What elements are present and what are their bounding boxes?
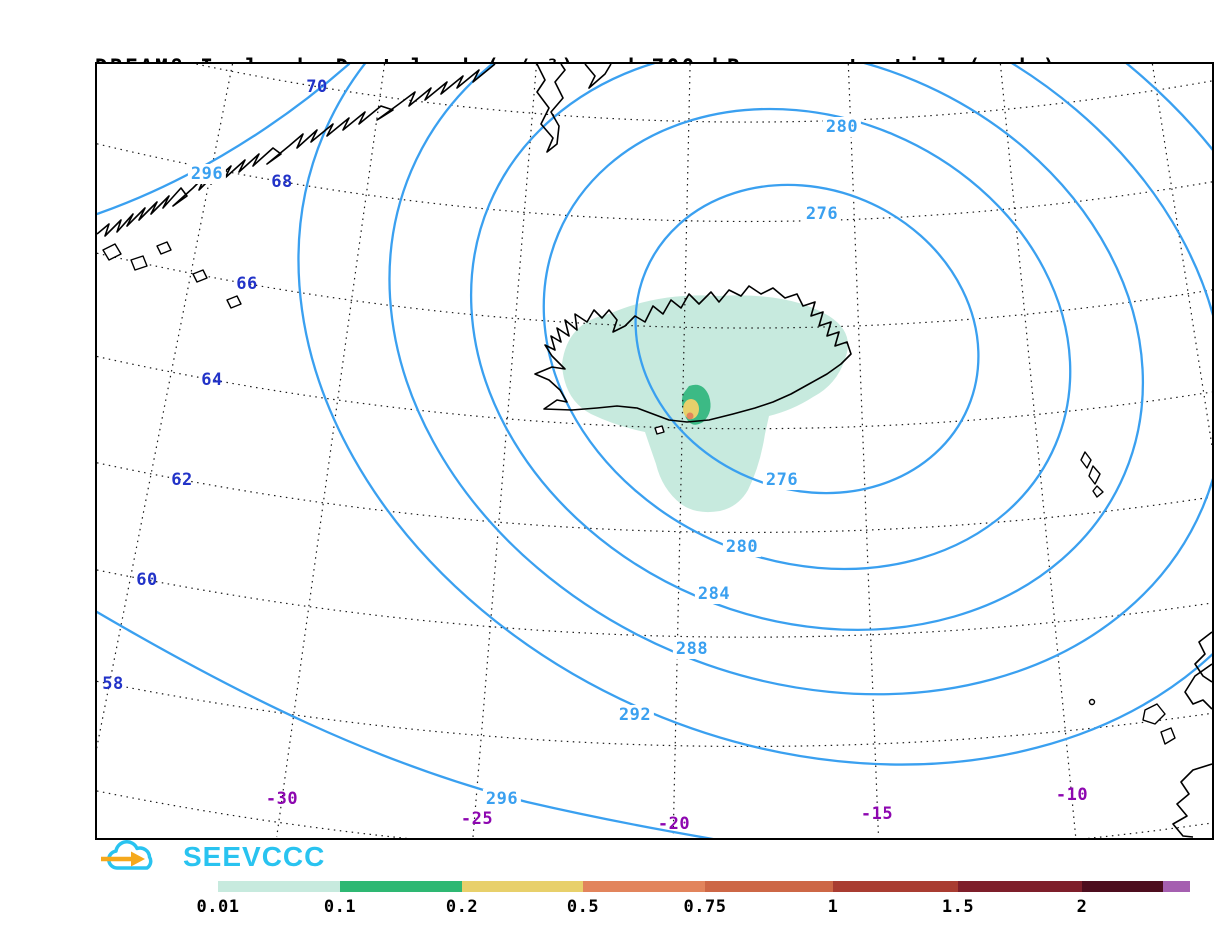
dust-area-yellow bbox=[683, 399, 699, 419]
map-canvas bbox=[97, 64, 1212, 838]
colorbar-segment bbox=[1163, 881, 1190, 892]
colorbar-tick-label: 1 bbox=[827, 897, 839, 917]
longitude-label: -25 bbox=[460, 809, 494, 829]
contour-label: 276 bbox=[802, 204, 842, 224]
colorbar-tick-label: 0.01 bbox=[196, 897, 240, 917]
latitude-label: 60 bbox=[136, 570, 158, 590]
seevccc-logo-text: SEEVCCC bbox=[183, 841, 326, 872]
contour-label: 284 bbox=[694, 584, 734, 604]
cloud-icon bbox=[101, 840, 153, 870]
colorbar-tick-labels: 0.01 0.1 0.2 0.5 0.75 1 1.5 2 bbox=[197, 897, 1218, 919]
contour-label: 280 bbox=[722, 537, 762, 557]
latitude-label: 62 bbox=[171, 470, 193, 490]
coastline-greenland-fjord bbox=[536, 64, 566, 153]
latitude-label: 66 bbox=[236, 274, 258, 294]
colorbar-tick-label: 0.1 bbox=[323, 897, 357, 917]
coastline-greenland bbox=[97, 64, 496, 237]
longitude-label: -10 bbox=[1055, 785, 1089, 805]
colorbar-segment bbox=[705, 881, 833, 892]
contour-label: 280 bbox=[822, 117, 862, 137]
latitude-label: 64 bbox=[201, 370, 223, 390]
coastline-greenland-cape bbox=[584, 64, 612, 89]
coastlines bbox=[97, 64, 1212, 838]
contour-label: 292 bbox=[615, 705, 655, 725]
colorbar-segment bbox=[340, 881, 462, 892]
dust-load-shading bbox=[562, 295, 848, 513]
colorbar-segment bbox=[833, 881, 958, 892]
contour-label: 296 bbox=[482, 789, 522, 809]
latitude-label: 70 bbox=[306, 77, 328, 97]
longitude-label: -20 bbox=[657, 814, 691, 834]
colorbar-tick-label: 2 bbox=[1076, 897, 1088, 917]
islet-vestmannaeyjar bbox=[654, 425, 665, 435]
colorbar-tick-label: 0.5 bbox=[566, 897, 600, 917]
coastline-faroe-islands bbox=[1080, 451, 1104, 498]
coastline-scotland bbox=[1088, 631, 1212, 838]
arrow-icon bbox=[101, 851, 145, 867]
colorbar-segment bbox=[958, 881, 1082, 892]
latitude-label: 58 bbox=[102, 674, 124, 694]
colorbar-segment bbox=[218, 881, 340, 892]
longitude-label: -30 bbox=[265, 789, 299, 809]
colorbar-tick-label: 1.5 bbox=[941, 897, 975, 917]
colorbar-segment bbox=[583, 881, 705, 892]
dust-load-colorbar bbox=[218, 881, 1190, 892]
contour-label: 288 bbox=[672, 639, 712, 659]
dust-area-orange bbox=[686, 412, 694, 420]
colorbar-segment bbox=[1082, 881, 1163, 892]
contour-label: 276 bbox=[762, 470, 802, 490]
contour-label: 296 bbox=[187, 164, 227, 184]
latitude-label: 68 bbox=[271, 172, 293, 192]
longitude-label: -15 bbox=[860, 804, 894, 824]
graticule bbox=[97, 64, 1212, 838]
map-frame: 70 68 66 64 62 60 58 -30 -25 -20 -15 -10… bbox=[95, 62, 1214, 840]
seevccc-logo: SEEVCCC bbox=[95, 838, 325, 876]
colorbar-segment bbox=[462, 881, 583, 892]
coastline-iceland bbox=[534, 285, 852, 423]
colorbar-tick-label: 0.2 bbox=[445, 897, 479, 917]
colorbar-tick-label: 0.75 bbox=[683, 897, 727, 917]
